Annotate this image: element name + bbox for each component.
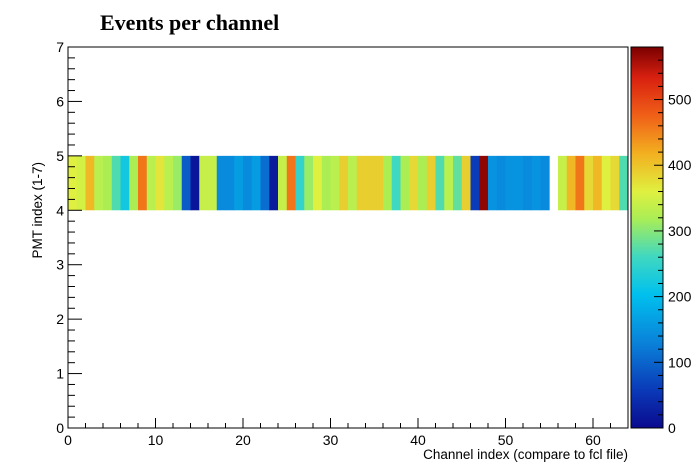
heatmap-cell-38 <box>400 155 410 211</box>
heatmap-cell-50 <box>505 155 515 211</box>
x-tick-label: 10 <box>148 432 164 448</box>
y-tick-label: 3 <box>56 257 64 273</box>
heatmap-cell-42 <box>435 155 445 211</box>
y-tick-label: 4 <box>56 202 64 218</box>
heatmap-cell-6 <box>120 155 130 211</box>
heatmap-cell-23 <box>269 155 279 211</box>
z-tick-label: 200 <box>668 289 692 305</box>
z-tick-label: 400 <box>668 157 692 173</box>
heatmap-cell-28 <box>313 155 323 211</box>
x-axis: 0 10 20 30 40 50 60 <box>64 418 629 448</box>
heatmap-cell-61 <box>601 155 611 211</box>
color-scale-bar <box>630 46 664 429</box>
heatmap-cell-57 <box>566 155 576 211</box>
heatmap-cell-44 <box>453 155 463 211</box>
heatmap-cell-56 <box>558 155 568 211</box>
y-axis-title: PMT index (1-7) <box>30 162 45 259</box>
heatmap-cell-63 <box>619 155 629 211</box>
heatmap-cell-35 <box>374 155 384 211</box>
heatmap-cell-2 <box>85 155 95 211</box>
color-scale-axis: 0 100 200 300 400 500 <box>654 46 692 436</box>
heatmap-cell-54 <box>540 155 550 211</box>
heatmap-cell-51 <box>514 155 524 211</box>
heatmap-cell-40 <box>418 155 428 211</box>
x-tick-label: 0 <box>64 432 72 448</box>
heatmap-cell-3 <box>94 155 104 211</box>
heatmap-cell-9 <box>146 155 156 211</box>
heatmap-cell-45 <box>461 155 471 211</box>
heatmap-cell-33 <box>356 155 366 211</box>
heatmap-cell-43 <box>444 155 454 211</box>
heatmap-cell-46 <box>470 155 480 211</box>
z-tick-label: 0 <box>668 420 676 436</box>
heatmap-cell-10 <box>155 155 165 211</box>
heatmap-cell-25 <box>286 155 296 211</box>
y-tick-label: 2 <box>56 311 64 327</box>
y-tick-label: 1 <box>56 366 64 382</box>
heatmap-cell-4 <box>103 155 113 211</box>
heatmap-cell-34 <box>365 155 375 211</box>
heatmap-cell-60 <box>593 155 603 211</box>
heatmap-cell-37 <box>391 155 401 211</box>
heatmap-cell-52 <box>523 155 533 211</box>
z-tick-label: 100 <box>668 354 692 370</box>
y-tick-label: 7 <box>56 39 64 55</box>
heatmap-cell-20 <box>243 155 253 211</box>
heatmap-cell-1 <box>76 155 86 211</box>
y-tick-label: 0 <box>56 420 64 436</box>
heatmap-cell-53 <box>531 155 541 211</box>
heatmap-cell-62 <box>610 155 620 211</box>
heatmap-cell-30 <box>330 155 340 211</box>
heatmap-cell-47 <box>479 155 489 211</box>
heatmap-cell-18 <box>225 155 235 211</box>
heatmap-cell-24 <box>278 155 288 211</box>
heatmap-cell-13 <box>181 155 191 211</box>
heatmap-cell-39 <box>409 155 419 211</box>
heatmap-cell-41 <box>426 155 436 211</box>
heatmap-cell-29 <box>321 155 331 211</box>
x-tick-label: 60 <box>585 432 601 448</box>
plot-frame <box>67 46 629 429</box>
heatmap-cell-26 <box>295 155 305 211</box>
heatmap-cell-49 <box>496 155 506 211</box>
heatmap-cell-12 <box>173 155 183 211</box>
heatmap-cell-22 <box>260 155 270 211</box>
x-tick-label: 20 <box>235 432 251 448</box>
heatmap-cell-31 <box>339 155 349 211</box>
heatmap-cell-11 <box>164 155 174 211</box>
z-tick-label: 300 <box>668 223 692 239</box>
heatmap-cell-48 <box>488 155 498 211</box>
heatmap-cells <box>68 155 629 211</box>
heatmap-cell-21 <box>251 155 261 211</box>
heatmap-cell-16 <box>208 155 218 211</box>
y-tick-label: 5 <box>56 148 64 164</box>
heatmap-cell-8 <box>138 155 148 211</box>
heatmap-cell-5 <box>111 155 121 211</box>
z-tick-label: 500 <box>668 92 692 108</box>
heatmap-cell-19 <box>234 155 244 211</box>
heatmap-cell-7 <box>129 155 139 211</box>
x-axis-title: Channel index (compare to fcl file) <box>423 447 628 462</box>
y-axis: 0 1 2 3 4 5 6 7 <box>56 39 82 436</box>
heatmap-cell-36 <box>383 155 393 211</box>
heatmap-cell-27 <box>304 155 314 211</box>
heatmap-cell-0 <box>68 155 78 211</box>
y-tick-label: 6 <box>56 93 64 109</box>
chart-title: Events per channel <box>100 10 279 35</box>
heatmap-cell-32 <box>348 155 358 211</box>
heatmap-cell-17 <box>216 155 226 211</box>
x-tick-label: 50 <box>498 432 514 448</box>
heatmap-cell-14 <box>190 155 200 211</box>
x-tick-label: 40 <box>410 432 426 448</box>
heatmap-cell-58 <box>575 155 585 211</box>
heatmap-cell-59 <box>584 155 594 211</box>
x-tick-label: 30 <box>323 432 339 448</box>
heatmap-cell-15 <box>199 155 209 211</box>
